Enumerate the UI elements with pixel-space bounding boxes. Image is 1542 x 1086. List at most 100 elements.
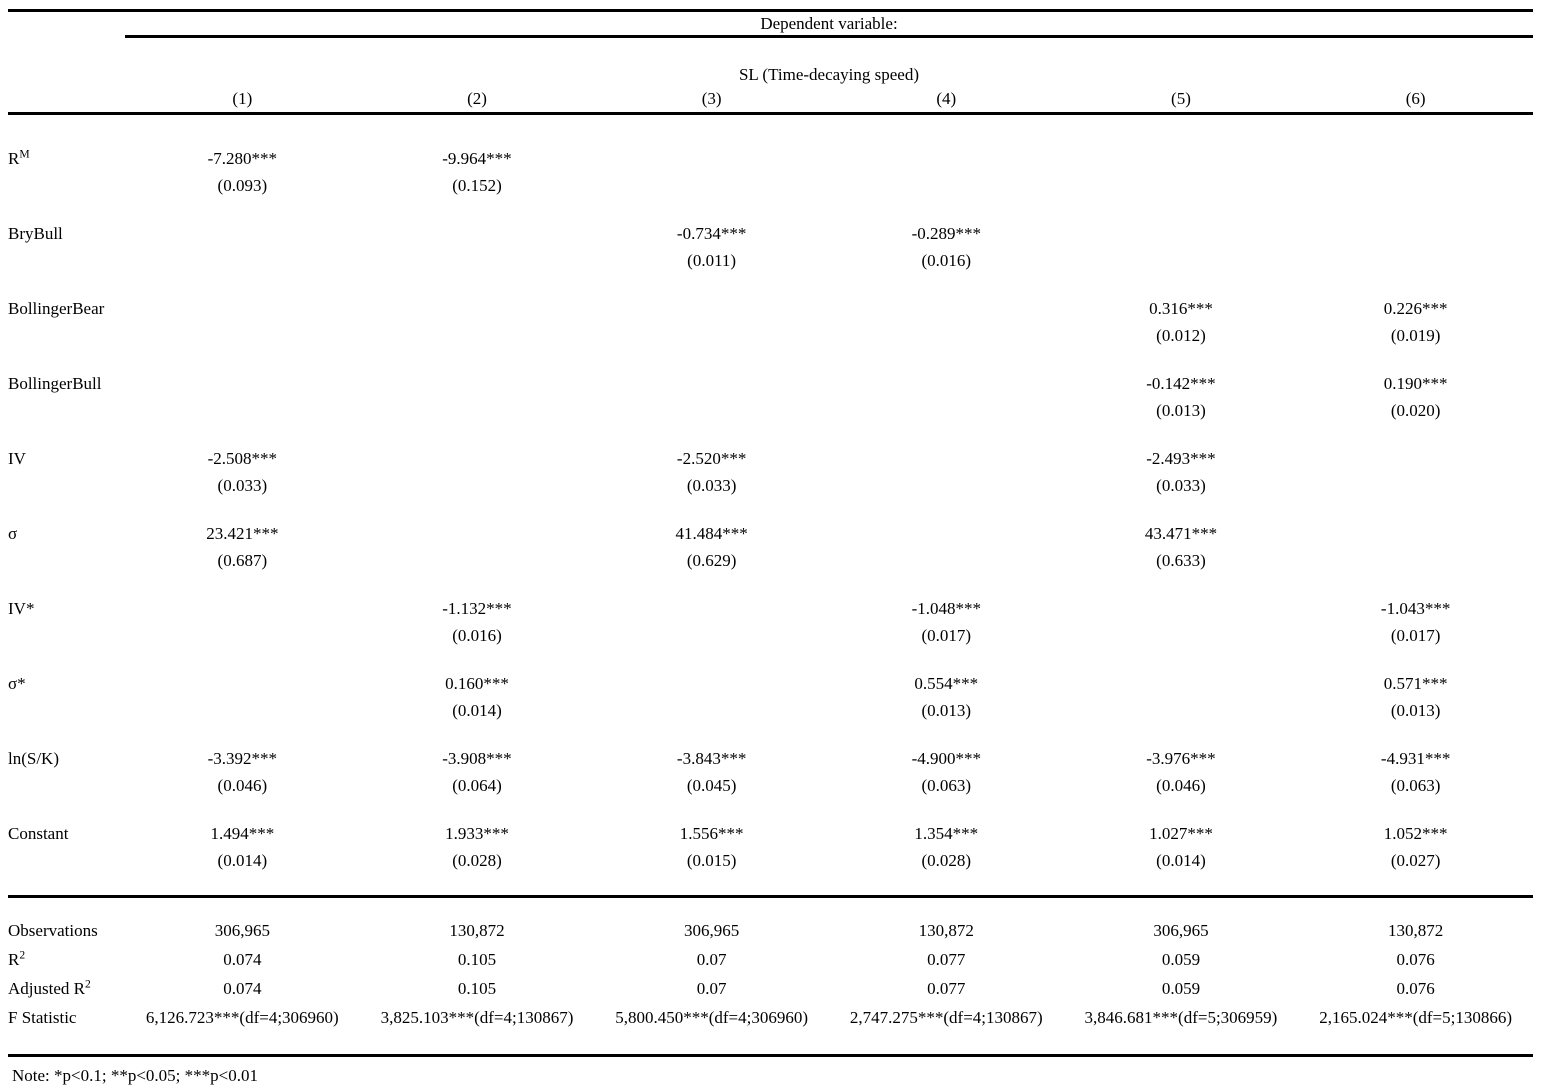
std-error-cell <box>1298 472 1533 499</box>
estimate-cell: 1.933*** <box>445 824 509 843</box>
stat-cell: 2,747.275***(df=4;130867) <box>849 1008 1043 1027</box>
std-error-cell <box>829 322 1064 349</box>
estimate-cell <box>1064 670 1299 697</box>
coefficient-row: IV -2.508*** -2.520*** -2.493*** <box>8 445 1533 472</box>
std-error-row: (0.046) (0.064) (0.045) (0.063) (0.046) (0.06… <box>8 772 1533 799</box>
stat-row: Observations 306,965 130,872 306,965 130,872… <box>8 916 1533 945</box>
stat-cell: 0.059 <box>1161 979 1201 998</box>
row-label: ln(S/K) <box>8 749 59 768</box>
std-error-cell: (0.020) <box>1390 401 1441 420</box>
std-error-cell <box>360 247 595 274</box>
std-error-cell: (0.046) <box>1156 776 1206 795</box>
stat-row: F Statistic 6,126.723***(df=4;306960) 3,82… <box>8 1003 1533 1032</box>
stats-top-rule <box>8 895 1533 898</box>
estimate-cell <box>125 295 360 322</box>
stat-cell: 0.07 <box>696 950 727 969</box>
std-error-cell: (0.687) <box>217 551 268 570</box>
std-error-cell <box>1064 172 1299 199</box>
stat-cell: 0.105 <box>457 979 497 998</box>
estimate-cell <box>594 670 829 697</box>
coefficient-row: IV* -1.132*** -1.048*** -1.043*** <box>8 595 1533 622</box>
std-error-cell: (0.013) <box>1156 401 1206 420</box>
estimate-cell <box>1298 145 1533 172</box>
coefficient-row: BryBull -0.734*** -0.289*** <box>8 220 1533 247</box>
spacer-cell <box>8 898 1533 916</box>
estimate-cell <box>1298 445 1533 472</box>
stat-cell: 6,126.723***(df=4;306960) <box>145 1008 339 1027</box>
estimate-cell <box>125 220 360 247</box>
std-error-cell <box>1298 247 1533 274</box>
std-error-cell <box>360 547 595 574</box>
row-gap <box>8 499 1533 520</box>
std-error-cell <box>125 397 360 424</box>
estimate-cell <box>360 445 595 472</box>
row-gap <box>8 574 1533 595</box>
estimate-cell: 1.354*** <box>914 824 979 843</box>
estimate-cell: 0.316*** <box>1149 299 1213 318</box>
row-label-empty <box>8 697 125 724</box>
coefficient-row: BollingerBull -0.142*** 0.190*** <box>8 370 1533 397</box>
std-error-cell: (0.019) <box>1390 326 1441 345</box>
estimate-cell: -0.734*** <box>676 224 747 243</box>
estimate-cell <box>360 370 595 397</box>
std-error-row: (0.016) (0.017) (0.017) <box>8 622 1533 649</box>
stat-cell: 0.07 <box>696 979 727 998</box>
std-error-cell: (0.028) <box>452 851 502 870</box>
row-label: BollingerBull <box>8 374 102 393</box>
row-label-empty <box>8 247 125 274</box>
estimate-cell: -4.931*** <box>1380 749 1451 768</box>
std-error-cell: (0.014) <box>1156 851 1206 870</box>
std-error-cell: (0.045) <box>686 776 737 795</box>
std-error-cell: (0.015) <box>686 851 737 870</box>
estimate-cell <box>829 445 1064 472</box>
bottom-rule <box>8 1054 1533 1057</box>
row-gap <box>8 874 1533 895</box>
std-error-cell: (0.028) <box>921 851 972 870</box>
estimate-cell: -3.392*** <box>207 749 278 768</box>
std-error-cell <box>360 472 595 499</box>
spacer-cell <box>8 424 1533 445</box>
stat-cell: 5,800.450***(df=4;306960) <box>615 1008 809 1027</box>
std-error-cell: (0.033) <box>1156 476 1206 495</box>
estimate-cell: 1.027*** <box>1149 824 1213 843</box>
column-number: (1) <box>232 89 253 108</box>
std-error-row: (0.013) (0.020) <box>8 397 1533 424</box>
coefficients-table: RM -7.280*** -9.964*** (0.093) (0.152) BryBul… <box>8 115 1533 895</box>
std-error-cell: (0.013) <box>921 701 972 720</box>
std-error-cell: (0.017) <box>1390 626 1441 645</box>
coefficient-row: ln(S/K) -3.392*** -3.908*** -3.843*** -4.900… <box>8 745 1533 772</box>
estimate-cell <box>1064 595 1299 622</box>
row-gap <box>8 724 1533 745</box>
spacer-cell <box>8 649 1533 670</box>
column-number: (2) <box>467 89 487 108</box>
std-error-cell <box>360 397 595 424</box>
std-error-cell: (0.064) <box>452 776 502 795</box>
dv-group-header: SL (Time-decaying speed) <box>125 64 1533 86</box>
estimate-cell: 23.421*** <box>206 524 279 543</box>
spacer-cell <box>8 724 1533 745</box>
spacer-cell <box>8 1032 1533 1054</box>
estimate-cell <box>125 670 360 697</box>
column-number: (4) <box>936 89 957 108</box>
std-error-row: (0.014) (0.028) (0.015) (0.028) (0.014) (0.02… <box>8 847 1533 874</box>
estimate-cell <box>1064 145 1299 172</box>
std-error-cell <box>125 247 360 274</box>
row-label-empty <box>8 622 125 649</box>
stat-cell: 306,965 <box>214 921 270 940</box>
std-error-cell: (0.046) <box>217 776 268 795</box>
std-error-cell <box>594 622 829 649</box>
estimate-cell: 0.554*** <box>914 674 979 693</box>
std-error-cell: (0.016) <box>921 251 972 270</box>
std-error-row: (0.012) (0.019) <box>8 322 1533 349</box>
stat-cell: 3,825.103***(df=4;130867) <box>380 1008 574 1027</box>
row-label-empty <box>8 322 125 349</box>
estimate-cell: -1.048*** <box>911 599 981 618</box>
row-gap <box>8 274 1533 295</box>
row-label-empty <box>8 847 125 874</box>
std-error-cell: (0.152) <box>452 176 502 195</box>
row-label: BollingerBear <box>8 299 105 318</box>
std-error-cell: (0.014) <box>217 851 268 870</box>
std-error-cell: (0.033) <box>217 476 268 495</box>
estimate-cell: -7.280*** <box>207 149 278 168</box>
std-error-cell <box>360 322 595 349</box>
